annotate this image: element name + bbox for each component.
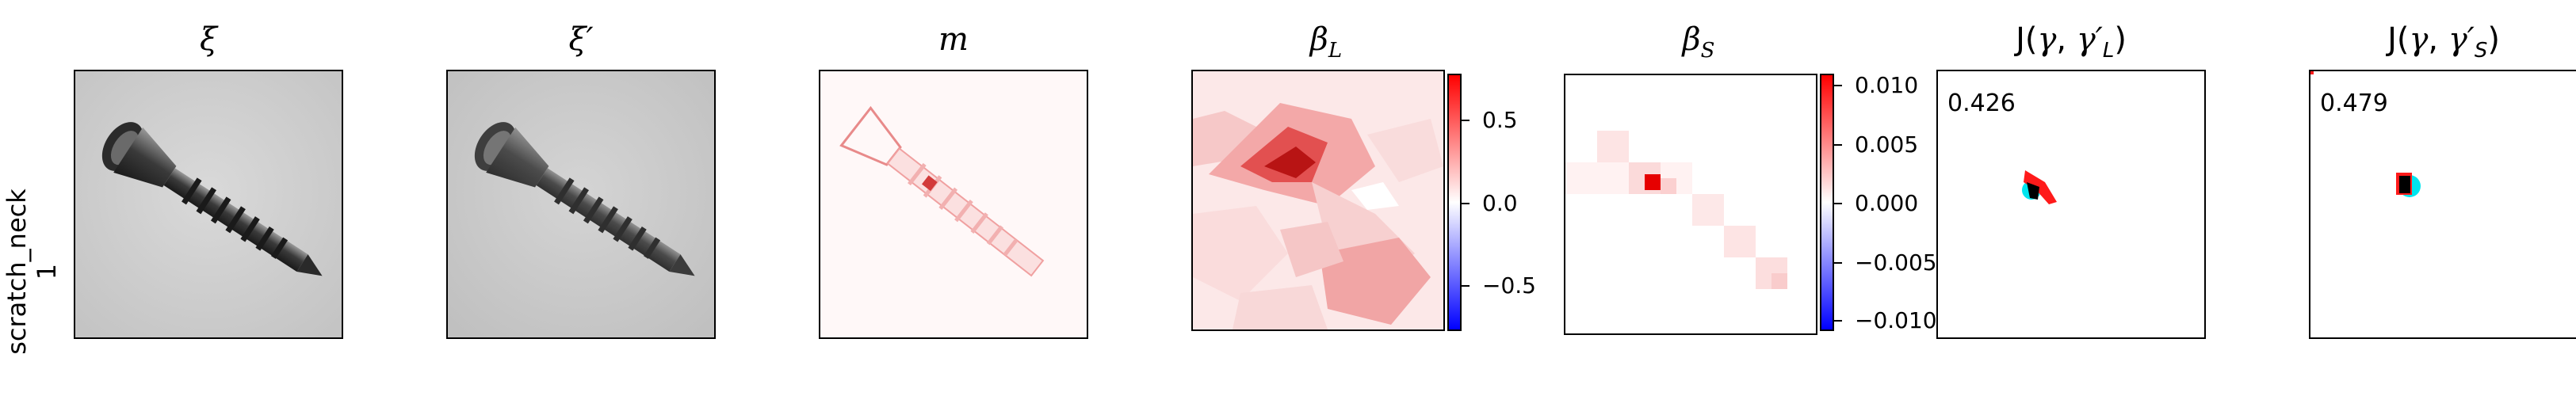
image-xi — [74, 70, 343, 339]
score-J-S: 0.479 — [2320, 89, 2388, 117]
panel-title-J-L: J(γ, γ′L) — [2016, 21, 2127, 63]
cbar-L-label-1: 0.5 — [1482, 107, 1518, 133]
cbar-S-label-3: 0.000 — [1855, 190, 1919, 216]
cbar-S-label-4: −0.005 — [1855, 249, 1937, 276]
superpixel-heatmap-L — [1193, 71, 1443, 329]
row-label: scratch_neck 1 — [2, 153, 62, 390]
cbar-L-tick-3 — [1462, 285, 1470, 287]
screw-image — [75, 71, 342, 337]
cbar-S-label-5: −0.010 — [1855, 307, 1937, 333]
cbar-S-tick-3 — [1834, 203, 1842, 204]
colorbar-beta-L — [1447, 74, 1462, 331]
panel-title-beta-S: βS — [1682, 21, 1715, 63]
image-J-S: 0.479 — [2309, 70, 2576, 339]
cbar-S-tick-5 — [1834, 320, 1842, 322]
cbar-S-label-1: 0.010 — [1855, 72, 1919, 98]
cbar-L-label-2: 0.0 — [1482, 190, 1518, 216]
overlap-plot-L — [2022, 170, 2057, 204]
image-beta-L — [1191, 70, 1445, 331]
image-mask-m — [819, 70, 1088, 339]
panel-title-xi-prime: ξ′ — [568, 21, 594, 58]
image-J-L: 0.426 — [1936, 70, 2206, 339]
cbar-L-tick-2 — [1462, 203, 1470, 204]
panel-title-m: m — [938, 21, 969, 58]
cbar-L-label-3: −0.5 — [1482, 272, 1536, 299]
cbar-S-tick-2 — [1834, 144, 1842, 146]
image-beta-S — [1564, 74, 1817, 335]
cbar-S-tick-4 — [1834, 262, 1842, 264]
row-label-index: 1 — [32, 263, 62, 280]
screw-image-reconstructed — [448, 71, 714, 337]
patch-heatmap-S — [1565, 75, 1816, 333]
overlap-plot-S — [2310, 71, 2421, 197]
image-xi-prime — [446, 70, 716, 339]
panel-title-J-S: J(γ, γ′S) — [2387, 21, 2500, 63]
score-J-L: 0.426 — [1947, 89, 2016, 117]
cbar-S-label-2: 0.005 — [1855, 131, 1919, 158]
cbar-L-tick-1 — [1462, 120, 1470, 121]
panel-title-beta-L: βL — [1309, 21, 1343, 63]
panel-title-xi: ξ — [199, 21, 218, 58]
colorbar-beta-S — [1820, 74, 1834, 331]
row-label-name: scratch_neck — [2, 188, 32, 355]
cbar-S-tick-1 — [1834, 85, 1842, 86]
mask-heatmap — [820, 71, 1087, 337]
